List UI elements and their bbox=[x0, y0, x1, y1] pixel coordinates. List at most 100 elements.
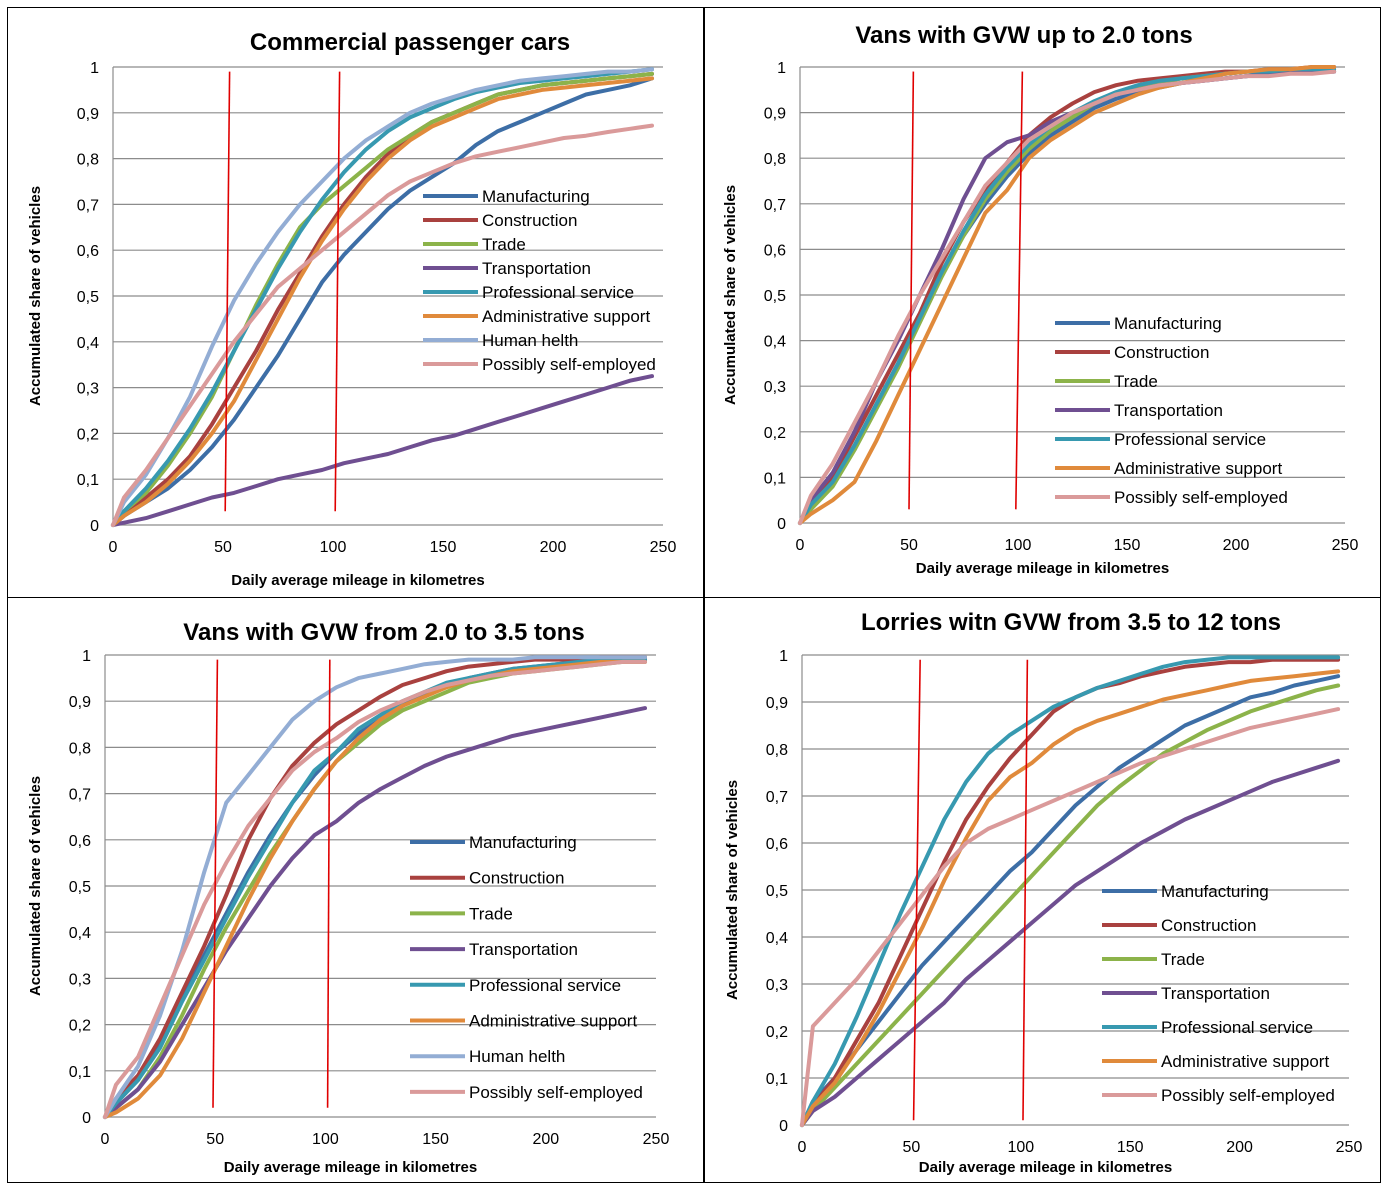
y-tick-label: 0,4 bbox=[77, 335, 99, 352]
chart-title: Vans with GVW up to 2.0 tons bbox=[855, 22, 1192, 49]
x-tick-label: 100 bbox=[1007, 1139, 1034, 1156]
legend-label: Manufacturing bbox=[469, 833, 577, 852]
legend-label: Construction bbox=[469, 869, 564, 888]
x-tick-label: 150 bbox=[1117, 1139, 1144, 1156]
series-line-possibly-self-employed bbox=[103, 659, 647, 1119]
legend-label: Construction bbox=[1114, 343, 1209, 362]
y-tick-label: 0,5 bbox=[764, 288, 786, 305]
x-tick-label: 0 bbox=[796, 537, 805, 554]
legend-label: Construction bbox=[482, 211, 577, 230]
chart-panel-vans-2-to-3-5-tons: 0 0,1 0,2 0,3 0,4 0,5 0,6 0,7 0,8 0,9 1 0 50 100 150 20… bbox=[7, 597, 704, 1183]
series-line-professional-service bbox=[111, 67, 654, 527]
y-tick-label: 0,6 bbox=[69, 833, 91, 850]
y-tick-label: 0,2 bbox=[764, 425, 786, 442]
y-tick-label: 0,7 bbox=[766, 789, 788, 806]
y-tick-label: 0,8 bbox=[764, 151, 786, 168]
series-line-transportation bbox=[800, 758, 1341, 1127]
legend-label: Professional service bbox=[1161, 1018, 1313, 1037]
x-axis-title: Daily average mileage in kilometres bbox=[919, 1159, 1172, 1176]
y-tick-label: 0,7 bbox=[764, 197, 786, 214]
legend-label: Trade bbox=[1114, 372, 1158, 391]
series-line-possibly-self-employed bbox=[111, 123, 654, 527]
y-tick-label: 0 bbox=[777, 516, 786, 533]
y-tick-label: 0,3 bbox=[69, 971, 91, 988]
x-tick-label: 200 bbox=[532, 1131, 559, 1148]
threshold-marker-line bbox=[1015, 71, 1024, 510]
chart-title: Vans with GVW from 2.0 to 3.5 tons bbox=[183, 619, 584, 646]
y-tick-label: 0,8 bbox=[69, 740, 91, 757]
y-tick-label: 0,3 bbox=[77, 381, 99, 398]
y-tick-label: 0 bbox=[82, 1110, 91, 1127]
series-line-possibly-self-employed bbox=[798, 69, 1337, 525]
legend-label: Possibly self-employed bbox=[469, 1083, 643, 1102]
series-line-manufacturing bbox=[800, 674, 1341, 1127]
y-tick-label: 0,2 bbox=[69, 1018, 91, 1035]
y-tick-label: 0,1 bbox=[69, 1064, 91, 1081]
chart-panel-vans-up-to-2-tons: 0 0,1 0,2 0,3 0,4 0,5 0,6 0,7 0,8 0,9 1 0 50 100 150 20… bbox=[703, 7, 1381, 598]
x-tick-label: 50 bbox=[206, 1131, 224, 1148]
legend-label: Human helth bbox=[469, 1047, 565, 1066]
x-tick-label: 50 bbox=[900, 537, 918, 554]
x-tick-label: 250 bbox=[1336, 1139, 1363, 1156]
x-tick-label: 50 bbox=[903, 1139, 921, 1156]
threshold-marker-line bbox=[212, 659, 219, 1108]
y-tick-label: 0,7 bbox=[77, 197, 99, 214]
y-tick-label: 0,1 bbox=[77, 472, 99, 489]
chart-svg: 0 0,1 0,2 0,3 0,4 0,5 0,6 0,7 0,8 0,9 1 0 50 100 150 20… bbox=[724, 609, 1363, 1176]
y-tick-label: 0,4 bbox=[764, 334, 786, 351]
series-line-professional-service bbox=[798, 67, 1337, 525]
legend-label: Manufacturing bbox=[1161, 882, 1269, 901]
x-tick-label: 250 bbox=[1332, 537, 1359, 554]
threshold-marker-line bbox=[334, 71, 341, 512]
legend-label: Human helth bbox=[482, 331, 578, 350]
series-line-transportation bbox=[111, 374, 654, 527]
legend-label: Possibly self-employed bbox=[482, 355, 656, 374]
chart-title: Lorries witn GVW from 3.5 to 12 tons bbox=[861, 609, 1281, 636]
y-tick-label: 0 bbox=[90, 518, 99, 535]
series-line-administrative-support bbox=[800, 669, 1341, 1127]
legend-label: Administrative support bbox=[482, 307, 650, 326]
series-line-professional-service bbox=[800, 655, 1341, 1127]
series-line-administrative-support bbox=[111, 76, 654, 527]
legend-label: Trade bbox=[482, 235, 526, 254]
x-tick-label: 0 bbox=[101, 1131, 110, 1148]
y-tick-label: 0,9 bbox=[766, 695, 788, 712]
y-tick-label: 0,3 bbox=[766, 977, 788, 994]
chart-panel-lorries-3-5-to-12-tons: 0 0,1 0,2 0,3 0,4 0,5 0,6 0,7 0,8 0,9 1 0 50 100 150 20… bbox=[703, 597, 1381, 1183]
threshold-marker-line bbox=[224, 71, 231, 512]
y-tick-label: 0,7 bbox=[69, 787, 91, 804]
series-line-human-helth bbox=[111, 67, 654, 527]
y-tick-label: 0,5 bbox=[69, 879, 91, 896]
threshold-marker-line bbox=[912, 659, 921, 1121]
legend-label: Construction bbox=[1161, 916, 1256, 935]
series-line-trade bbox=[111, 71, 654, 527]
legend-label: Manufacturing bbox=[482, 187, 590, 206]
legend-label: Possibly self-employed bbox=[1114, 488, 1288, 507]
y-tick-label: 0,2 bbox=[77, 426, 99, 443]
series-line-human-helth bbox=[103, 655, 647, 1119]
y-tick-label: 1 bbox=[82, 648, 91, 665]
series-line-manufacturing bbox=[111, 76, 654, 527]
y-tick-label: 0,1 bbox=[766, 1071, 788, 1088]
y-tick-label: 0,8 bbox=[766, 742, 788, 759]
legend-label: Professional service bbox=[482, 283, 634, 302]
y-axis-title: Accumulated share of vehicles bbox=[27, 186, 44, 406]
legend-label: Administrative support bbox=[469, 1012, 637, 1031]
legend-label: Professional service bbox=[469, 976, 621, 995]
series-line-manufacturing bbox=[798, 69, 1337, 525]
chart-title: Commercial passenger cars bbox=[250, 29, 570, 56]
series-line-construction bbox=[800, 657, 1341, 1127]
x-tick-label: 250 bbox=[643, 1131, 670, 1148]
y-tick-label: 0,6 bbox=[766, 836, 788, 853]
y-tick-label: 1 bbox=[90, 60, 99, 77]
x-tick-label: 100 bbox=[312, 1131, 339, 1148]
y-tick-label: 0,2 bbox=[766, 1024, 788, 1041]
y-tick-label: 0,1 bbox=[764, 470, 786, 487]
series-line-professional-service bbox=[103, 657, 647, 1119]
series-line-administrative-support bbox=[103, 659, 647, 1119]
y-tick-label: 0,5 bbox=[766, 883, 788, 900]
x-tick-label: 100 bbox=[320, 539, 347, 556]
y-tick-label: 0,4 bbox=[69, 925, 91, 942]
series-line-transportation bbox=[798, 69, 1337, 525]
